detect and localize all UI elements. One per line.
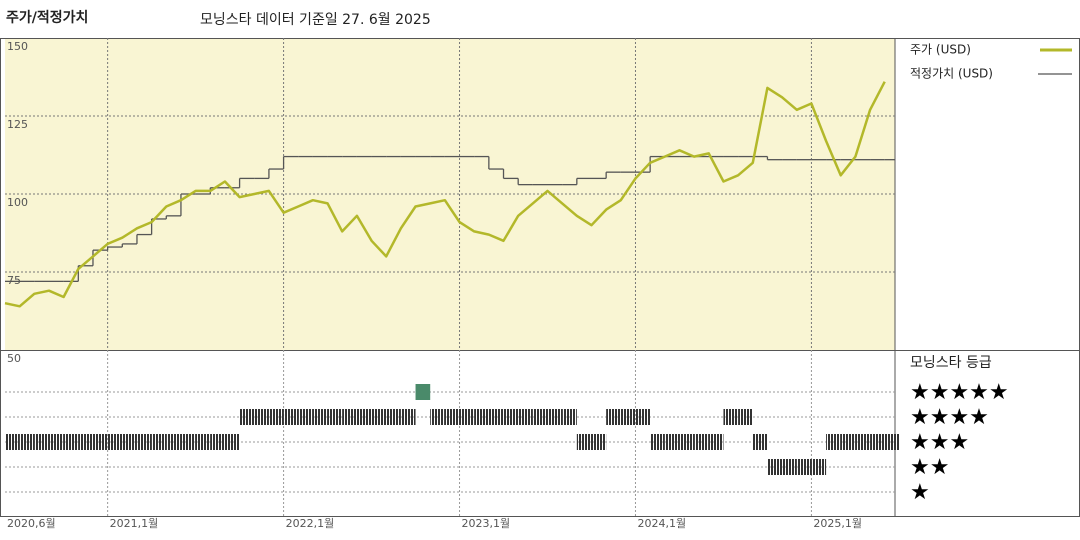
legend-label: 주가 (USD) [910,43,971,57]
rating-bar [444,409,460,425]
rating-bar [855,434,871,450]
chart-subtitle: 모닝스타 데이터 기준일 27. 6월 2025 [200,12,431,28]
rating-bar [518,409,533,425]
rating-bar [92,434,108,450]
rating-bar [738,409,753,425]
rating-bar [532,409,548,425]
x-tick-label: 2021,1월 [110,517,159,530]
rating-bar [840,434,856,450]
rating-label: ★★★ [910,430,969,455]
rating-bar [664,434,680,450]
x-tick-label: 2025,1월 [813,517,862,530]
y-tick-label: 50 [7,352,21,365]
rating-bar [224,434,240,450]
rating-bar [5,434,20,450]
rating-bar [635,409,651,425]
rating-bar [503,409,519,425]
rating-bar [342,409,357,425]
rating-bar [870,434,885,450]
rating-bar [826,434,841,450]
rating-bar [166,434,181,450]
rating-bar [474,409,489,425]
chart-title: 주가/적정가치 [6,9,88,26]
rating-bar [679,434,695,450]
y-tick-label: 75 [7,274,21,287]
x-tick-label: 2022,1월 [286,517,335,530]
y-tick-label: 125 [7,118,28,131]
rating-bar [63,434,79,450]
rating-label: ★ [910,480,930,505]
rating-bar [650,434,665,450]
rating-bar [19,434,35,450]
rating-bar [180,434,196,450]
rating-bar [752,434,768,450]
rating-bar [136,434,152,450]
rating-bar [34,434,49,450]
y-tick-label: 150 [7,40,28,53]
rating-bar [107,434,123,450]
rating-bar [356,409,372,425]
rating-bar [122,434,137,450]
rating-bar [562,409,577,425]
rating-bar [811,459,827,475]
rating-bar [195,434,211,450]
rating-bar [151,434,167,450]
rating-bar [48,434,64,450]
rating-bar [268,409,284,425]
rating-bar [312,409,328,425]
rating-bar [327,409,343,425]
rating-bar [694,434,709,450]
rating-bar [723,409,739,425]
x-tick-label: 2023,1월 [462,517,511,530]
rating-label: ★★★★ [910,405,989,430]
x-tick-label: 2020,6월 [7,517,56,530]
rating-bar [576,434,592,450]
rating-bar [254,409,269,425]
rating-bar [884,434,900,450]
rating-label: ★★★★★ [910,380,1009,405]
rating-bar [459,409,475,425]
rating-bar [708,434,724,450]
rating-bar [606,409,621,425]
rating-bar [547,409,563,425]
rating-bar [767,459,783,475]
rating-bar [298,409,313,425]
rating-bar [283,409,299,425]
rating-bar [488,409,504,425]
y-tick-label: 100 [7,196,28,209]
rating-bar [78,434,93,450]
x-tick-label: 2024,1월 [637,517,686,530]
rating-bar [415,384,431,400]
rating-bar [400,409,416,425]
rating-bar [620,409,636,425]
rating-bar [239,409,255,425]
rating-label: ★★ [910,455,949,480]
rating-bar [386,409,401,425]
legend-label: 적정가치 (USD) [910,67,993,81]
rating-bar [591,434,607,450]
price-line [4,81,886,308]
rating-bar [430,409,445,425]
rating-title: 모닝스타 등급 [910,355,992,371]
rating-bar [796,459,812,475]
rating-bar [782,459,797,475]
rating-bar [210,434,225,450]
rating-bar [371,409,387,425]
